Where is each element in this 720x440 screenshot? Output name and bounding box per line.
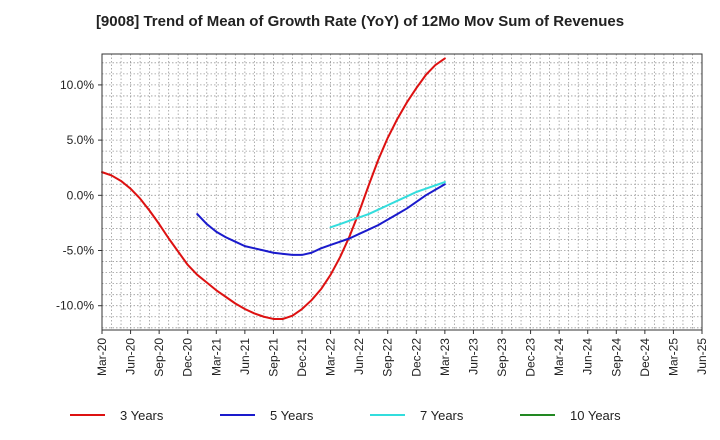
x-tick-label: Jun-23 <box>466 338 480 375</box>
y-tick-label: 5.0% <box>67 133 95 147</box>
x-tick-label: Dec-24 <box>638 338 652 377</box>
y-tick-label: -5.0% <box>63 244 95 258</box>
legend-label-3-years: 3 Years <box>120 408 164 423</box>
x-tick-label: Sep-24 <box>609 338 623 377</box>
x-tick-label: Mar-21 <box>209 338 223 376</box>
x-tick-label: Jun-25 <box>695 338 709 375</box>
series-line-5-years <box>196 183 446 256</box>
x-tick-label: Mar-23 <box>438 338 452 376</box>
x-tick-label: Dec-23 <box>524 338 538 377</box>
y-tick-label: 0.0% <box>67 188 95 202</box>
x-tick-label: Jun-21 <box>238 338 252 375</box>
legend-label-10-years: 10 Years <box>570 408 621 423</box>
x-tick-label: Mar-20 <box>95 338 109 376</box>
x-tick-label: Dec-21 <box>295 338 309 377</box>
x-tick-label: Mar-25 <box>666 338 680 376</box>
x-tick-label: Mar-22 <box>324 338 338 376</box>
x-tick-label: Jun-24 <box>581 338 595 375</box>
legend: 3 Years 5 Years 7 Years 10 Years <box>70 408 621 423</box>
x-tick-label: Dec-20 <box>181 338 195 377</box>
x-tick-label: Sep-20 <box>152 338 166 377</box>
plot-frame <box>101 53 703 331</box>
x-tick-label: Dec-22 <box>409 338 423 377</box>
grid-layer <box>102 54 702 330</box>
legend-label-7-years: 7 Years <box>420 408 464 423</box>
series-layer <box>101 57 446 320</box>
chart-title: [9008] Trend of Mean of Growth Rate (YoY… <box>95 13 625 30</box>
series-line-3-years <box>101 57 446 320</box>
axis-layer: 10.0% 5.0% 0.0% -5.0% -10.0% Mar-20 Jun-20 Sep-… <box>56 53 709 377</box>
y-tick-label: 10.0% <box>60 78 94 92</box>
y-tick-label: -10.0% <box>56 299 94 313</box>
x-tick-label: Sep-22 <box>381 338 395 377</box>
x-tick-label: Jun-22 <box>352 338 366 375</box>
legend-label-5-years: 5 Years <box>270 408 314 423</box>
x-tick-label: Sep-23 <box>495 338 509 377</box>
x-tick-label: Sep-21 <box>266 338 280 377</box>
x-tick-label: Mar-24 <box>552 338 566 376</box>
x-tick-label: Jun-20 <box>124 338 138 375</box>
series-line-7-years <box>329 181 446 229</box>
